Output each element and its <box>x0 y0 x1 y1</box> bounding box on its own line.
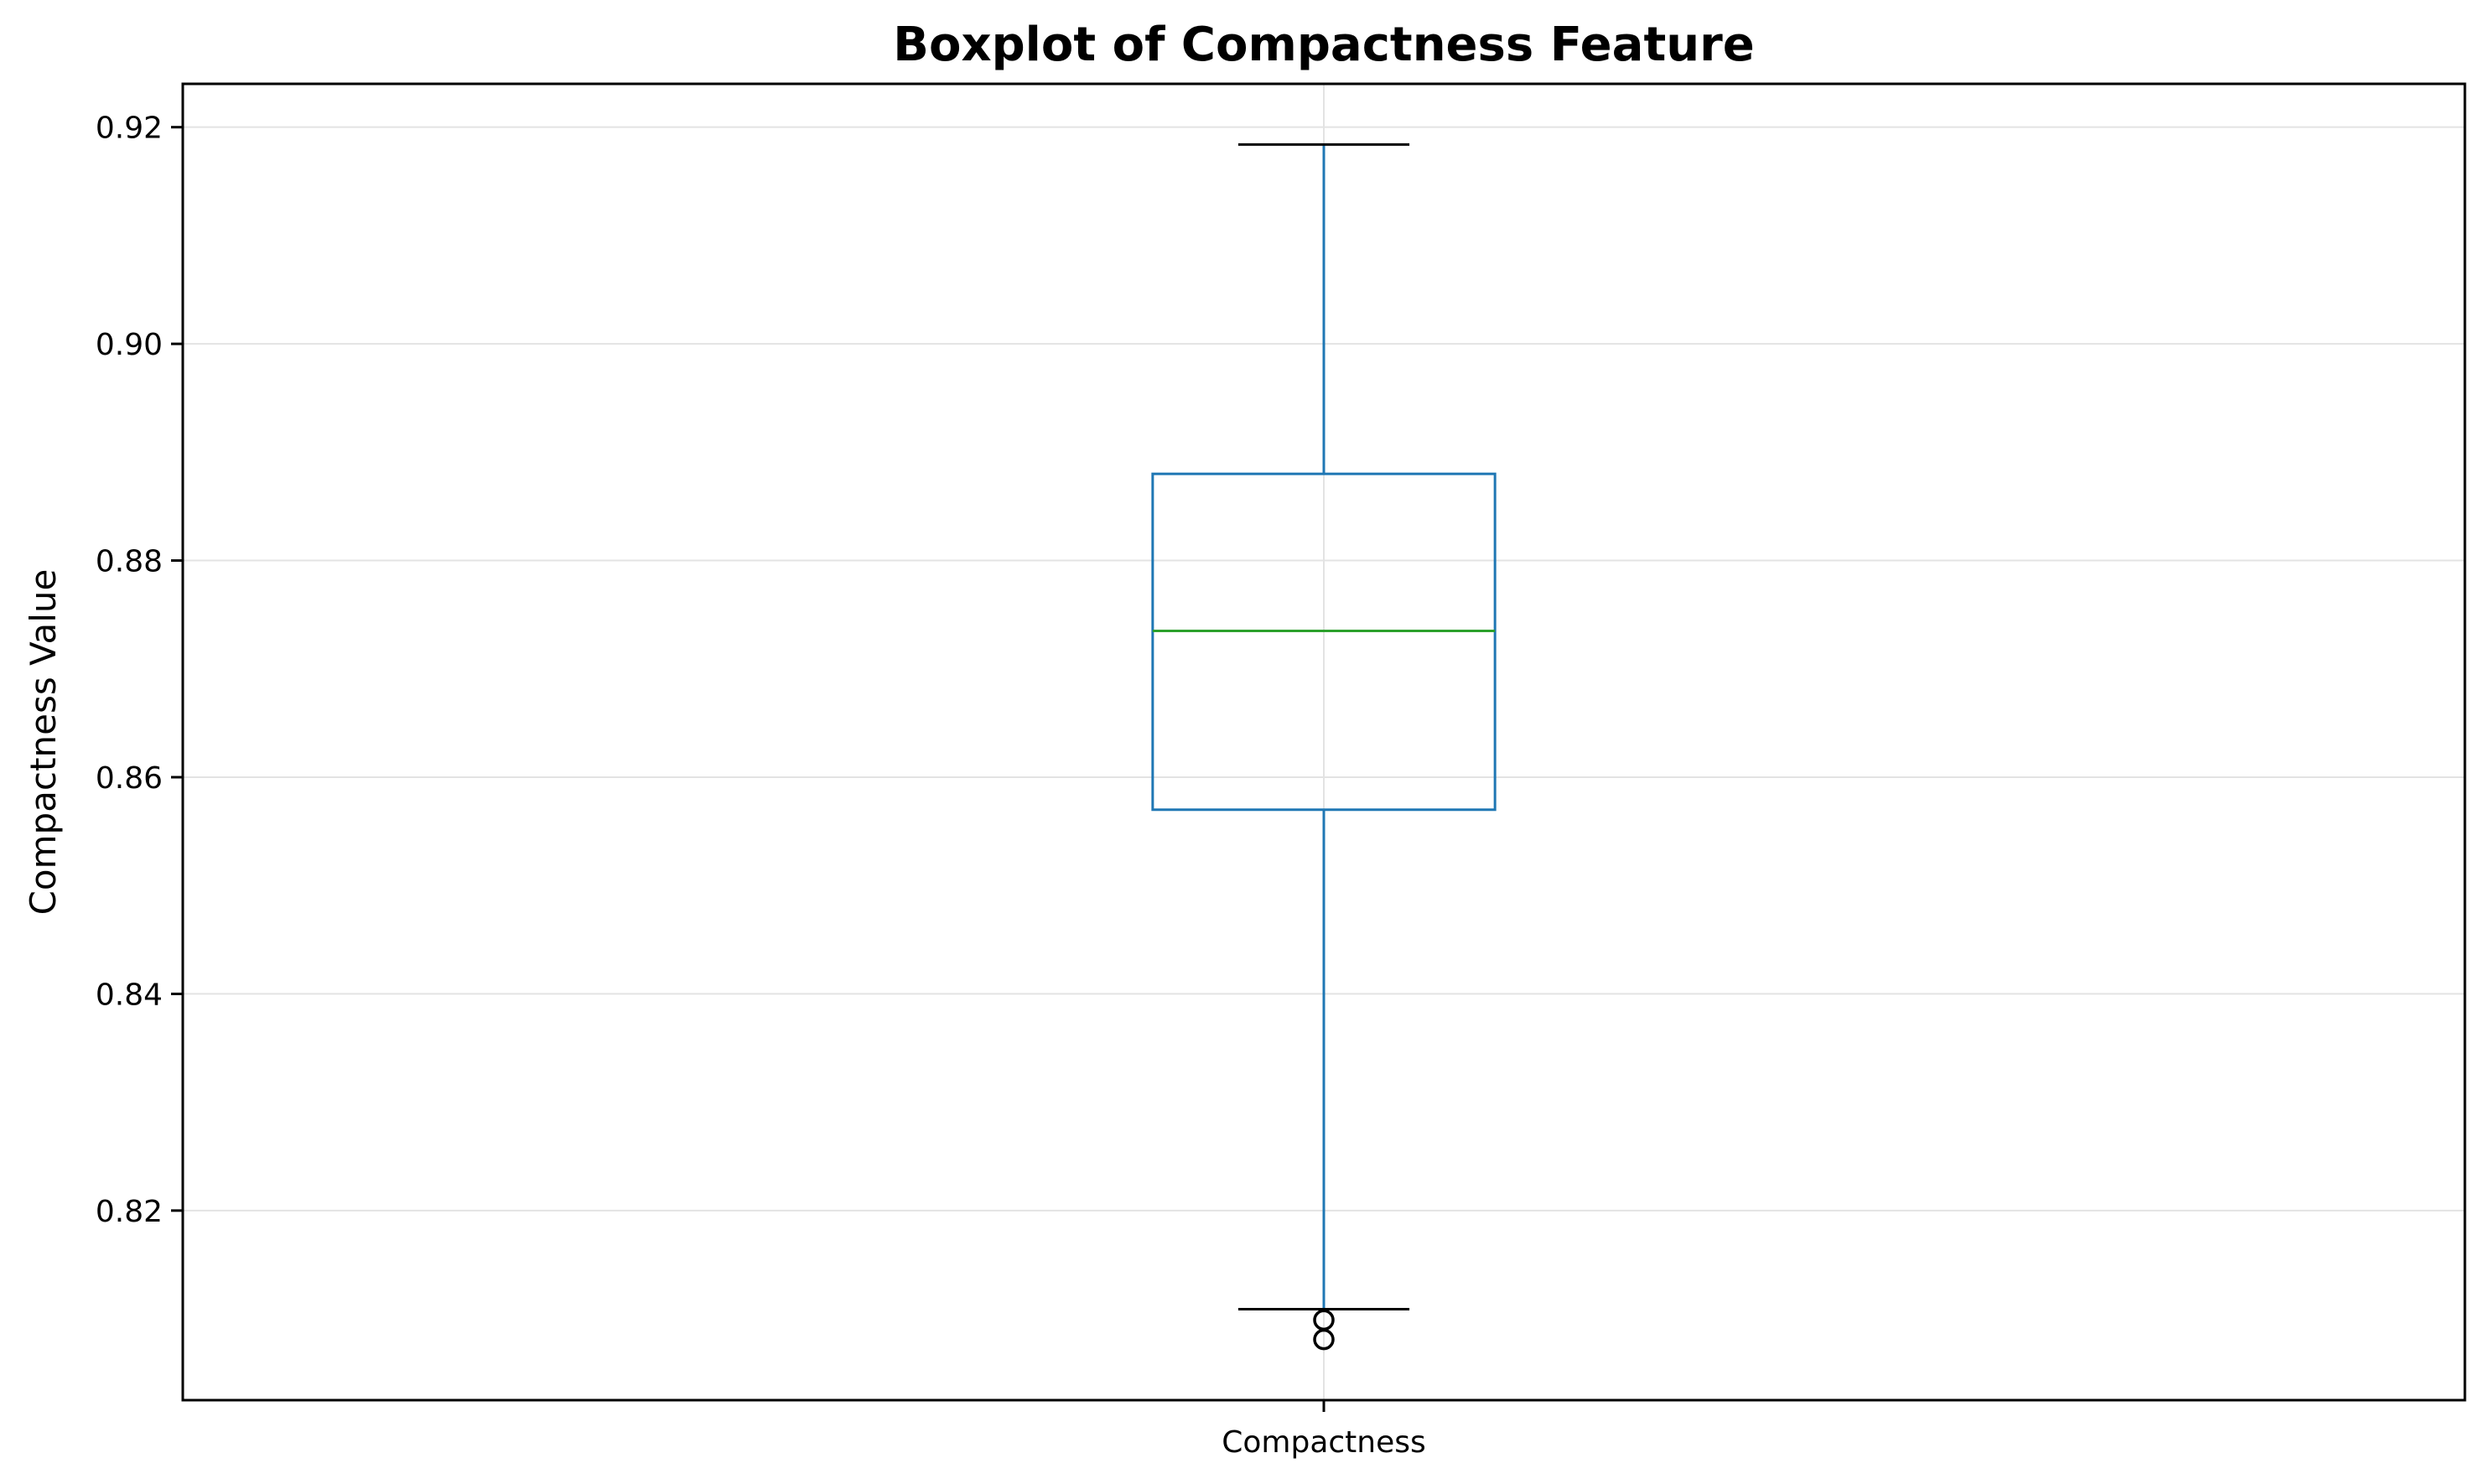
box-iqr <box>1151 472 1497 812</box>
outlier-point <box>1313 1309 1335 1331</box>
y-tick-label: 0.84 <box>96 978 163 1012</box>
chart-title: Boxplot of Compactness Feature <box>893 18 1754 72</box>
plot-frame <box>181 82 2467 1402</box>
axis-layer: 0.82 0.84 0.86 0.88 0.90 0.92 Compactness <box>96 112 1426 1460</box>
y-tick-label: 0.88 <box>96 545 163 579</box>
y-tick-label: 0.90 <box>96 328 163 362</box>
y-tick-label: 0.86 <box>96 761 163 796</box>
x-tick-label: Compactness <box>1222 1425 1426 1460</box>
y-tick-label: 0.92 <box>96 112 163 146</box>
y-tick-label: 0.82 <box>96 1195 163 1229</box>
marks-layer <box>1151 143 1497 1351</box>
y-axis-label: Compactness Value <box>23 569 64 916</box>
